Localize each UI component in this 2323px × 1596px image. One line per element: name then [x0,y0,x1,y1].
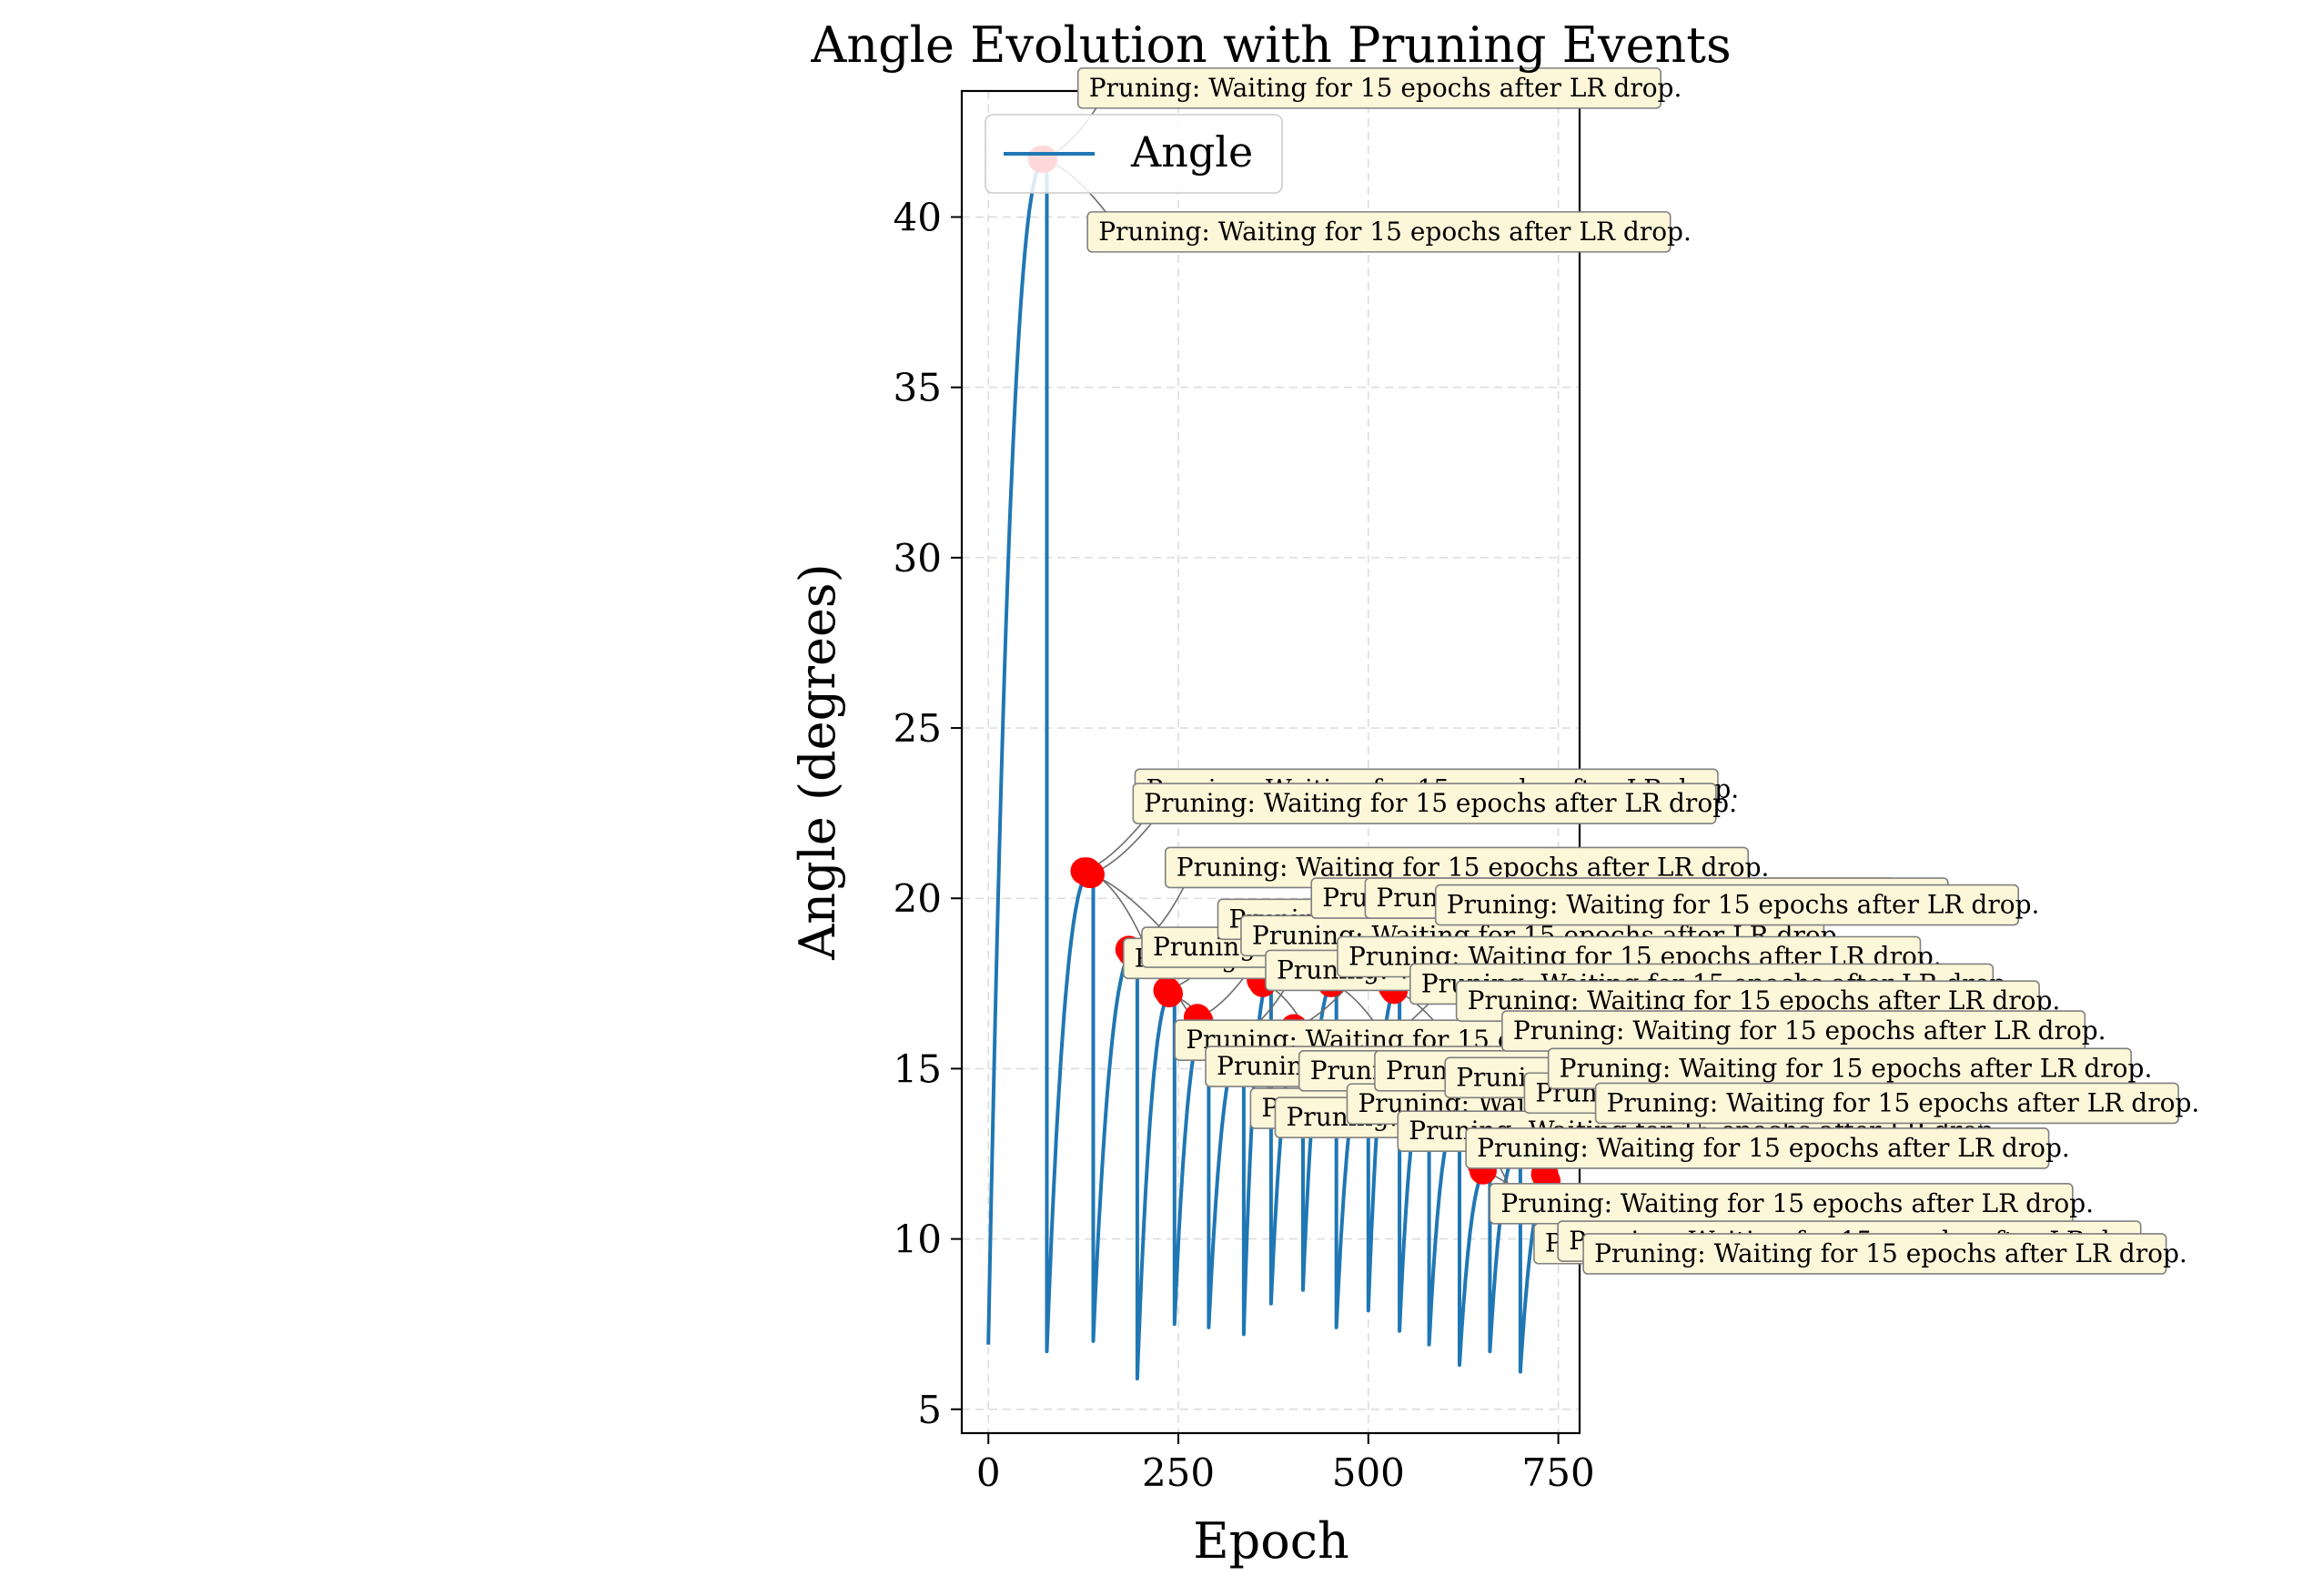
y-tick-label: 30 [894,536,942,581]
annotation-box [1086,211,1672,253]
annotation-box [1076,67,1661,109]
annotation-label: Pruning: Waiting for 15 epochs after LR … [1594,1238,2187,1268]
annotation-label: Pruning: Waiting for 15 epochs after LR … [1177,852,1770,882]
x-axis-label: Epoch [1193,1512,1349,1570]
y-tick-label: 5 [917,1388,942,1432]
x-tick-label: 250 [1142,1450,1215,1495]
legend-box [985,114,1283,194]
legend-label: Angle [1130,127,1253,177]
annotation-label: Pruning: Waiting for 15 epochs after LR … [1447,890,2040,920]
chart-title: Angle Evolution with Pruning Events [810,16,1731,74]
legend: Angle [985,114,1283,194]
y-axis-label: Angle (degrees) [789,563,846,960]
axis-ticks: 0 250 500 750 5 10 15 20 25 30 35 40 [894,196,1595,1495]
y-tick-label: 20 [894,876,942,921]
x-tick-label: 750 [1522,1450,1595,1495]
annotation-label: Pruning: Waiting for 15 epochs after LR … [1607,1087,2200,1117]
annotation-boxes: Pruning: Waiting for 15 epochs after LR … [1076,67,2200,1275]
pruning-marker [1156,980,1184,1008]
y-tick-label: 15 [894,1046,942,1091]
annotation-box [1594,1082,2179,1125]
x-tick-label: 500 [1332,1450,1405,1495]
annotation-label: Pruning: Waiting for 15 epochs after LR … [1098,217,1692,247]
y-tick-label: 10 [894,1217,942,1262]
annotation-box [1465,1127,2050,1169]
annotation-label: Pruning: Waiting for 15 epochs after LR … [1500,1188,2094,1218]
annotation-box [1582,1233,2167,1275]
y-tick-label: 40 [894,196,942,240]
annotation-label: Pruning: Waiting for 15 epochs after LR … [1560,1053,2153,1083]
annotation-label: Pruning: Waiting for 15 epochs after LR … [1477,1133,2070,1163]
annotation-label: Pruning: Waiting for 15 epochs after LR … [1144,788,1737,818]
annotation-label: Pruning: Waiting for 15 epochs after LR … [1089,73,1682,103]
grid [962,91,1580,1433]
annotation-box [1434,884,2020,926]
pruning-marker [1076,861,1105,889]
annotation-box [1132,783,1717,824]
x-tick-label: 0 [976,1450,1001,1495]
annotation-label: Pruning: Waiting for 15 epochs after LR … [1513,1015,2106,1045]
y-tick-label: 25 [894,706,942,751]
y-tick-label: 35 [894,366,942,410]
